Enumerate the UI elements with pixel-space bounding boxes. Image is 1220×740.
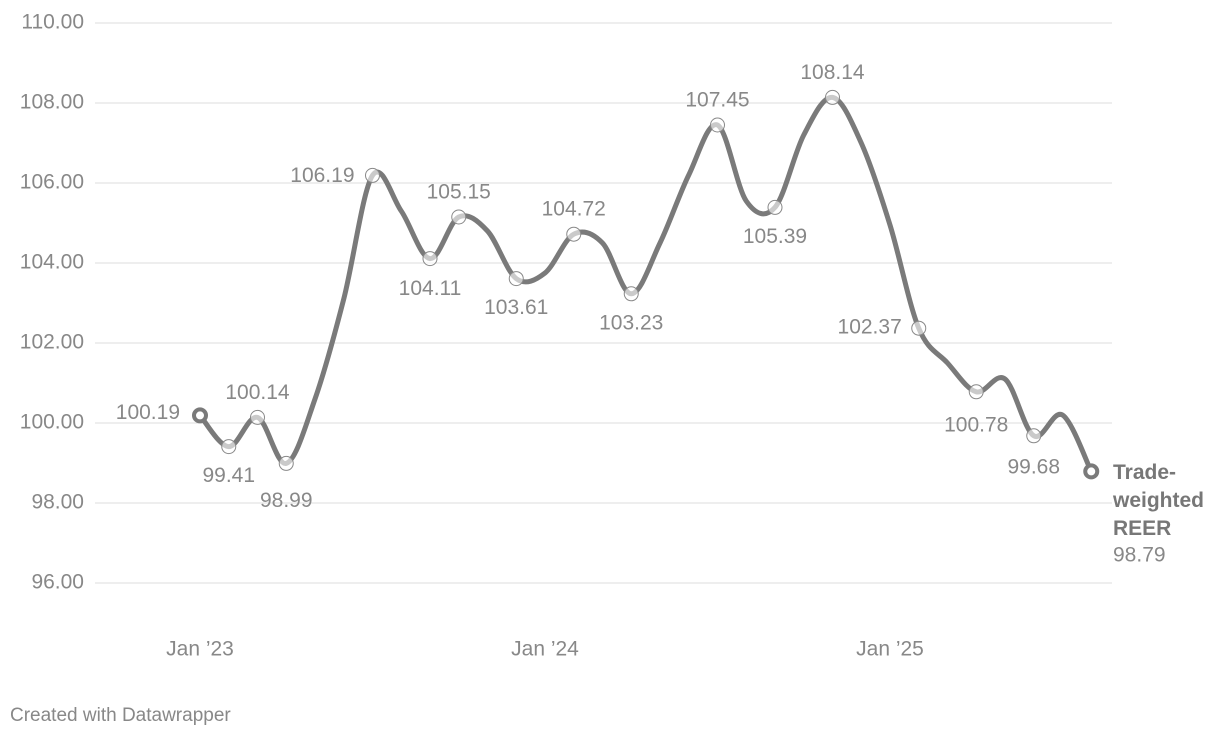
point (451, 209, 467, 225)
value-label: 100.78 (944, 413, 1008, 436)
value-label: 103.61 (484, 296, 548, 319)
credit: Created with Datawrapper (10, 705, 231, 726)
y-tick-label: 110.00 (21, 11, 84, 34)
y-tick-label: 102.00 (20, 331, 84, 354)
point (192, 407, 208, 424)
value-label: 104.72 (542, 198, 606, 221)
value-label: 98.79 (1113, 544, 1166, 567)
value-label: 103.23 (599, 311, 663, 334)
point (365, 167, 380, 183)
value-label: 99.68 (1007, 455, 1060, 478)
x-tick-label: Jan ’23 (166, 638, 234, 661)
point (508, 271, 524, 287)
series-label: Trade-weighted REER (1113, 461, 1205, 540)
x-tick-label: Jan ’25 (856, 638, 924, 661)
y-tick-label: 100.00 (20, 411, 84, 434)
y-tick-label: 108.00 (20, 91, 84, 114)
point (968, 384, 984, 400)
x-tick-label: Jan ’24 (511, 638, 579, 661)
value-label: 107.45 (685, 89, 749, 112)
point (911, 320, 927, 336)
value-label: 105.15 (427, 181, 491, 204)
point (767, 199, 783, 215)
point (278, 455, 294, 471)
value-label: 99.41 (202, 464, 255, 487)
y-tick-label: 96.00 (31, 571, 84, 594)
point (566, 226, 582, 242)
point (1026, 428, 1042, 444)
value-label: 102.37 (838, 316, 902, 339)
value-label: 106.19 (290, 164, 354, 187)
point (825, 89, 840, 105)
point (250, 409, 265, 425)
y-tick-label: 106.00 (20, 171, 84, 194)
value-label: 98.99 (260, 489, 313, 512)
value-label: 108.14 (800, 61, 865, 84)
value-label: 104.11 (399, 277, 462, 300)
value-label: 100.14 (225, 381, 290, 404)
point (710, 117, 725, 133)
value-label: 105.39 (743, 225, 807, 248)
point (221, 439, 237, 455)
y-tick-label: 104.00 (20, 251, 84, 274)
value-label: 100.19 (116, 401, 180, 424)
y-tick-label: 98.00 (31, 491, 84, 514)
line (197, 94, 1094, 474)
point (1083, 463, 1100, 480)
point (623, 286, 639, 302)
point (422, 251, 438, 267)
